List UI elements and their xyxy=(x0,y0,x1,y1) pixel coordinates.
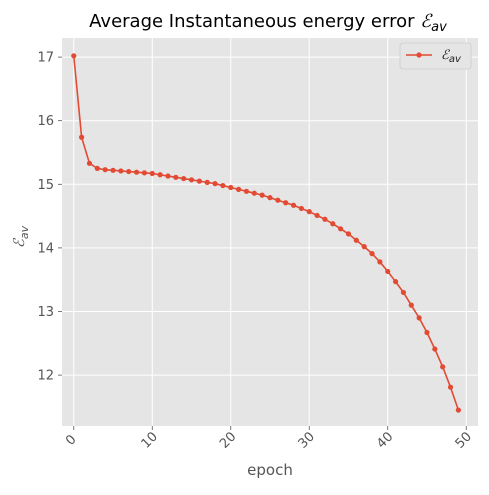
data-point xyxy=(440,364,446,370)
data-point xyxy=(298,205,304,212)
data-point xyxy=(212,181,218,187)
data-point xyxy=(204,179,210,185)
chart-title-subscript: av xyxy=(431,20,447,35)
data-point xyxy=(126,168,132,175)
data-point xyxy=(110,167,116,173)
chart-title-symbol: ℰ xyxy=(420,11,433,32)
legend-box xyxy=(399,42,472,70)
data-point xyxy=(377,259,383,265)
gridlines xyxy=(62,38,478,426)
chart-title: Average Instantaneous energy error ℰav xyxy=(89,11,447,35)
x-tick-label: 30 xyxy=(296,429,318,451)
x-tick-label: 0 xyxy=(63,432,79,448)
legend-label: ℰav xyxy=(441,48,462,65)
data-point xyxy=(400,289,407,296)
data-point xyxy=(275,197,281,203)
legend: ℰav xyxy=(399,42,472,70)
data-point xyxy=(188,177,195,183)
data-point xyxy=(149,170,155,177)
x-axis-ticks: 0 10 20 30 40 50 xyxy=(63,426,475,452)
data-point xyxy=(102,167,108,173)
data-point xyxy=(330,221,336,227)
data-point xyxy=(236,186,242,192)
data-point xyxy=(181,175,187,182)
data-point xyxy=(79,134,85,140)
legend-label-symbol: ℰ xyxy=(441,48,450,63)
data-point xyxy=(141,170,148,176)
y-tick-label: 14 xyxy=(37,241,54,256)
data-point xyxy=(424,329,430,336)
y-tick-label: 17 xyxy=(37,51,54,66)
x-axis-label: epoch xyxy=(247,461,293,479)
data-point xyxy=(157,172,163,178)
y-tick-label: 12 xyxy=(37,369,54,384)
plot-area xyxy=(62,38,478,426)
y-axis-label-symbol: ℰ xyxy=(10,237,28,248)
y-tick-label: 16 xyxy=(37,114,54,129)
data-point xyxy=(361,244,367,250)
y-tick-label: 15 xyxy=(37,178,54,193)
data-point xyxy=(290,202,297,208)
y-tick-label: 13 xyxy=(37,305,54,320)
data-point xyxy=(314,212,320,219)
data-point xyxy=(385,268,391,275)
legend-marker xyxy=(416,52,422,58)
data-point xyxy=(267,195,273,201)
data-point xyxy=(259,192,265,198)
y-axis-label-subscript: av xyxy=(18,225,31,239)
data-point xyxy=(251,190,257,196)
data-point xyxy=(408,302,414,308)
legend-label-subscript: av xyxy=(449,54,462,65)
chart-title-text: Average Instantaneous energy error xyxy=(89,11,420,32)
data-point xyxy=(173,174,179,180)
data-point xyxy=(283,200,289,206)
x-tick-label: 10 xyxy=(139,429,161,451)
data-point xyxy=(455,407,461,413)
x-tick-label: 20 xyxy=(217,429,239,451)
y-axis-label: ℰav xyxy=(10,225,31,248)
x-tick-label: 40 xyxy=(374,429,396,451)
data-point xyxy=(322,216,328,222)
data-point xyxy=(447,384,454,390)
data-point xyxy=(165,173,171,179)
x-tick-label: 50 xyxy=(453,429,475,451)
data-point xyxy=(369,251,375,257)
data-point xyxy=(392,279,399,285)
data-point xyxy=(220,182,226,189)
series-layer xyxy=(71,53,461,413)
y-axis-ticks: 12 13 14 15 16 17 xyxy=(37,51,62,384)
data-point xyxy=(338,226,344,232)
data-point xyxy=(243,188,250,194)
data-point xyxy=(345,231,352,237)
data-point xyxy=(416,315,422,321)
data-point xyxy=(228,184,234,191)
data-point xyxy=(71,53,77,59)
data-point xyxy=(353,237,359,243)
data-point xyxy=(118,168,124,174)
data-point xyxy=(196,178,202,184)
data-point xyxy=(86,160,93,166)
data-point xyxy=(133,169,140,175)
data-point xyxy=(94,165,100,171)
data-point xyxy=(432,346,438,352)
data-point xyxy=(306,209,312,215)
